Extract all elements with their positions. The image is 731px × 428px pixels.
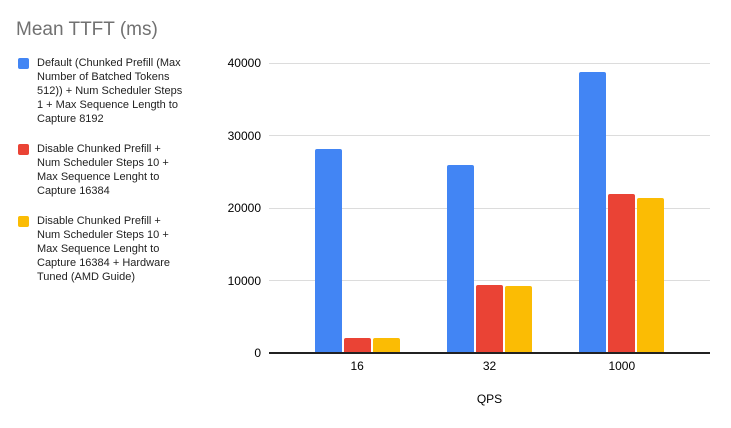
bar-series-2-qps-16 <box>372 338 400 353</box>
plot-area: 0 10000 20000 30000 40000 16 32 1000 <box>228 56 710 373</box>
bar-series-1-qps-32 <box>476 284 503 353</box>
y-tick-label: 0 <box>254 346 261 360</box>
bar-series-0-qps-1000 <box>579 72 607 353</box>
chart-title: Mean TTFT (ms) <box>16 19 158 40</box>
x-tick-label: 32 <box>482 359 497 373</box>
legend-swatch <box>18 144 29 155</box>
y-tick-label: 20000 <box>227 201 261 215</box>
legend-swatch <box>18 58 29 69</box>
gridline <box>269 135 710 136</box>
bar-series-2-qps-1000 <box>637 197 665 353</box>
gridline <box>269 207 710 209</box>
gridline <box>269 280 710 281</box>
y-tick-label: 30000 <box>227 128 261 143</box>
bar-series-0-qps-16 <box>314 148 342 353</box>
legend-swatch <box>18 216 29 227</box>
legend-label: Default (Chunked Prefill (Max Number of B… <box>37 57 183 125</box>
bar-series-1-qps-1000 <box>608 194 636 353</box>
bar-series-0-qps-32 <box>447 165 474 353</box>
bar-series-2-qps-32 <box>505 286 532 353</box>
x-axis-title: QPS <box>476 392 503 406</box>
y-tick-label: 40000 <box>227 56 261 70</box>
legend-item-series-1: Disable Chunked Prefill + Num Scheduler S… <box>18 142 223 198</box>
x-tick-label: 1000 <box>608 359 636 373</box>
legend-item-series-2: Disable Chunked Prefill + Num Scheduler S… <box>18 214 223 284</box>
bar-series-1-qps-16 <box>343 337 371 353</box>
legend-label: Disable Chunked Prefill + Num Scheduler S… <box>37 143 169 197</box>
x-tick-label: 16 <box>350 359 364 373</box>
chart-legend: Default (Chunked Prefill (Max Number of B… <box>18 56 223 284</box>
x-axis-line <box>269 352 710 354</box>
legend-item-series-0: Default (Chunked Prefill (Max Number of B… <box>18 56 223 126</box>
gridline <box>269 62 710 64</box>
legend-label: Disable Chunked Prefill + Num Scheduler S… <box>37 215 170 283</box>
y-tick-label: 10000 <box>227 273 261 288</box>
